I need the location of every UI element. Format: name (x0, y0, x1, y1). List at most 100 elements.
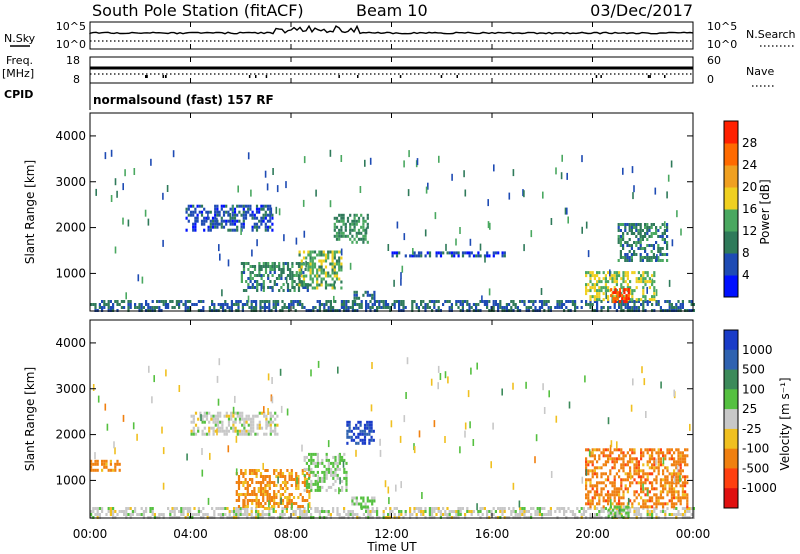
velocity-cell (673, 389, 675, 397)
power-cell (630, 244, 633, 247)
velocity-cell (201, 448, 203, 455)
velocity-cell (651, 499, 654, 503)
velocity-cell (334, 479, 337, 483)
power-cell (589, 306, 592, 309)
velocity-cell (363, 438, 367, 442)
velocity-cell (357, 502, 361, 506)
power-cell (278, 274, 281, 277)
velocity-cell (366, 496, 369, 500)
power-cell (249, 207, 252, 211)
velocity-cell (635, 472, 638, 476)
power-cell (281, 306, 284, 309)
velocity-cell (123, 513, 126, 516)
velocity-cell (182, 513, 185, 516)
velocity-cell (437, 365, 440, 373)
power-cell (503, 306, 506, 309)
velocity-cell (668, 451, 671, 455)
power-cell (205, 210, 208, 214)
velocity-cell (659, 502, 662, 506)
velocity-cell (679, 499, 682, 503)
velocity-cell (262, 490, 265, 493)
velocity-cell (612, 508, 615, 512)
velocity-cell (620, 478, 623, 482)
velocity-cell (279, 368, 282, 376)
power-cell (189, 300, 192, 303)
power-cell (256, 289, 259, 292)
velocity-cell (384, 507, 387, 510)
velocity-cell (523, 507, 526, 510)
nsky-trace (89, 24, 694, 35)
power-cell (425, 186, 428, 194)
velocity-cell (212, 417, 215, 421)
power-cell (172, 150, 175, 158)
velocity-cell (481, 513, 484, 516)
power-cell (271, 216, 274, 220)
power-cell (560, 300, 563, 303)
velocity-cell (243, 429, 246, 433)
velocity-cell (677, 493, 680, 497)
velocity-cell (290, 478, 293, 481)
power-cell (508, 303, 511, 306)
velocity-cell (629, 469, 632, 473)
velocity-cell (258, 423, 261, 427)
power-cell (486, 254, 489, 258)
power-cell (246, 303, 249, 306)
velocity-cell (448, 513, 451, 516)
velocity-cell (640, 496, 643, 500)
power-cell (203, 207, 206, 211)
power-cell (324, 253, 328, 257)
velocity-cell (169, 510, 172, 513)
power-cell (365, 306, 368, 309)
velocity-cell (249, 432, 253, 436)
velocity-cell (640, 457, 643, 461)
velocity-cell (604, 454, 607, 458)
velocity-cell (301, 444, 303, 452)
power-cell (404, 254, 407, 258)
velocity-cell (122, 414, 125, 422)
velocity-cell (677, 460, 680, 464)
power-cell (602, 277, 605, 281)
power-cell (415, 303, 418, 306)
power-cell (329, 262, 332, 266)
velocity-cell (618, 457, 621, 461)
power-cell (297, 265, 301, 268)
power-cell (389, 306, 392, 309)
velocity-cell (582, 507, 585, 510)
velocity-cell (604, 493, 607, 497)
velocity-cell (275, 475, 278, 478)
velocity-cell (158, 513, 161, 516)
velocity-cell (610, 499, 612, 506)
power-cell (324, 283, 328, 287)
velocity-cell (620, 507, 623, 510)
power-cell (282, 262, 285, 265)
power-cell (304, 286, 307, 289)
velocity-cell (587, 448, 590, 452)
power-cell (619, 223, 622, 226)
velocity-cell (430, 378, 433, 386)
power-cell (604, 280, 607, 284)
velocity-cell (233, 507, 236, 510)
velocity-cell (596, 507, 599, 510)
velocity-cell (264, 475, 267, 478)
power-cell (523, 303, 526, 306)
power-cell (508, 192, 511, 200)
power-cell (659, 226, 662, 229)
velocity-cell (281, 472, 285, 475)
velocity-cell (616, 514, 619, 518)
velocity-cell (230, 510, 233, 513)
power-cell (331, 253, 334, 257)
velocity-cell (244, 493, 247, 496)
velocity-cell (214, 423, 217, 427)
velocity-cell (250, 510, 253, 513)
power-cell (209, 219, 212, 223)
velocity-cell (346, 429, 349, 433)
velocity-cell (268, 496, 271, 499)
power-cell (353, 228, 356, 232)
velocity-cell (686, 493, 689, 497)
velocity-cell (409, 510, 412, 513)
velocity-cell (329, 513, 332, 516)
power-cell (278, 268, 281, 271)
velocity-cell (609, 481, 612, 485)
velocity-cell (653, 510, 656, 513)
colorbar-swatch (724, 349, 738, 371)
